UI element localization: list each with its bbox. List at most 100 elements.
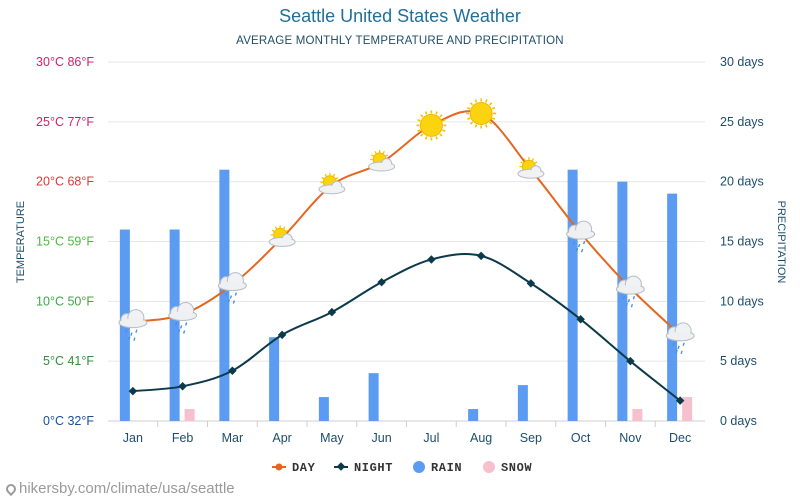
cloud-fill — [369, 163, 394, 171]
right-tick-label: 20 days — [720, 175, 764, 189]
sun-ray — [435, 136, 438, 140]
rain-drop — [675, 349, 678, 354]
partly-sunny-icon — [268, 225, 296, 247]
partly-sunny-icon — [517, 157, 545, 179]
sun-ray — [469, 121, 474, 125]
legend: DAY NIGHT RAIN SNOW — [272, 461, 532, 475]
legend-night-marker — [336, 462, 346, 471]
rain-drop — [184, 322, 188, 326]
right-tick-label: 15 days — [720, 235, 764, 249]
rain-cloud-icon — [118, 309, 148, 341]
sun-ray — [466, 117, 471, 120]
night-point — [476, 251, 486, 261]
rain-drop — [677, 345, 680, 350]
rain-drop — [232, 300, 236, 304]
sun-ray — [534, 161, 538, 164]
sun-ray — [417, 118, 421, 122]
sun-ray — [466, 106, 471, 110]
legend-day-label: DAY — [292, 461, 316, 475]
rain-bar — [567, 169, 578, 421]
left-tick-label: 25°C 77°F — [36, 115, 94, 129]
legend-rain-label: RAIN — [431, 461, 462, 475]
sun-ray — [332, 173, 336, 177]
sun-disc — [419, 113, 443, 137]
rain-drop — [174, 322, 178, 326]
rain-drop — [682, 342, 685, 347]
rain-drop — [575, 247, 579, 252]
left-axis-title: TEMPERATURE — [15, 201, 27, 283]
rain-cloud-icon — [168, 301, 198, 334]
x-tick-label: Mar — [222, 431, 244, 445]
sun-ray — [271, 229, 275, 232]
sun-ray — [469, 102, 474, 106]
partly-sunny-icon — [368, 150, 396, 172]
left-tick-label: 30°C 86°F — [36, 55, 94, 69]
night-point — [277, 330, 287, 340]
night-point — [178, 382, 187, 391]
night-line — [132, 253, 681, 402]
sun-ray — [420, 114, 424, 118]
rain-drop — [125, 329, 128, 333]
sun-ray — [531, 158, 535, 161]
night-point — [377, 277, 386, 287]
sun-icon — [416, 110, 447, 141]
night-point — [128, 386, 138, 396]
x-tick-label: Nov — [619, 431, 642, 445]
source-link-text: hikersby.com/climate/usa/seattle — [19, 480, 235, 497]
sun-ray — [520, 161, 524, 164]
cloud-fill — [219, 281, 246, 290]
legend-snow-swatch — [483, 461, 495, 473]
sun-ray — [374, 150, 377, 154]
x-tick-label: Jul — [423, 431, 439, 445]
night-point — [526, 279, 536, 288]
sun-ray — [435, 111, 438, 115]
cloud-fill — [667, 331, 694, 340]
sun-ray — [420, 133, 424, 137]
rain-cloud-icon — [665, 322, 695, 355]
rain-drop — [234, 292, 238, 296]
sun-ray — [489, 102, 493, 106]
left-tick-label: 10°C 50°F — [36, 294, 94, 308]
rain-drop — [627, 298, 631, 303]
x-tick-label: Oct — [571, 431, 591, 445]
chart-title: Seattle United States Weather — [279, 6, 521, 26]
legend-snow-label: SNOW — [501, 461, 532, 475]
sun-ray — [424, 136, 428, 140]
night-point — [228, 366, 237, 375]
rain-cloud-icon — [615, 275, 645, 308]
rain-bar — [517, 385, 528, 421]
sun-ray — [335, 176, 339, 180]
sun-ray — [382, 150, 385, 154]
night-point — [327, 307, 337, 317]
night-point — [675, 396, 685, 405]
rain-bar — [617, 181, 628, 421]
rain-drop — [582, 240, 586, 245]
left-tick-label: 5°C 41°F — [43, 354, 94, 368]
sun-ray — [424, 111, 428, 115]
rain-drop — [229, 295, 233, 299]
right-tick-label: 10 days — [720, 294, 764, 308]
sun-ray — [484, 124, 488, 128]
rain-bar — [219, 169, 230, 421]
cloud-fill — [567, 230, 594, 239]
night-point — [427, 255, 436, 264]
rain-drop — [128, 336, 131, 340]
rain-bar — [169, 229, 180, 421]
rain-drop — [135, 329, 138, 333]
rain-drop — [630, 303, 634, 308]
source-link[interactable]: hikersby.com/climate/usa/seattle — [3, 480, 235, 497]
sun-ray — [474, 124, 478, 128]
cloud-fill — [319, 185, 344, 193]
rain-drop — [133, 337, 136, 341]
sun-ray — [324, 173, 327, 177]
sun-ray — [385, 154, 389, 157]
rain-bar — [368, 373, 379, 421]
legend-rain-swatch — [413, 461, 425, 473]
sun-ray — [491, 117, 496, 120]
rain-bar — [318, 397, 329, 421]
cloud-fill — [169, 311, 196, 320]
rain-drop — [625, 302, 629, 307]
left-tick-label: 0°C 32°F — [43, 414, 94, 428]
x-tick-label: Apr — [272, 431, 291, 445]
